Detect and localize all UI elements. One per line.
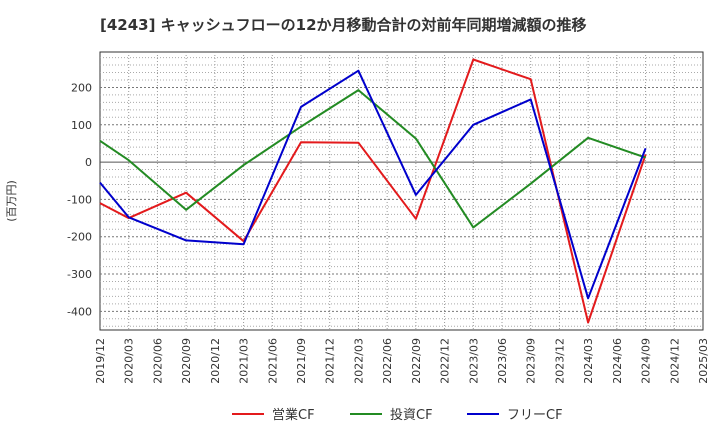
x-tick-label: 2024/12 (668, 338, 681, 384)
y-tick-label: -100 (67, 193, 92, 206)
y-tick-label: -300 (67, 268, 92, 281)
x-tick-label: 2025/03 (697, 338, 710, 384)
y-tick-label: 0 (85, 156, 92, 169)
chart-title: [4243] キャッシュフローの12か月移動合計の対前年同期増減額の推移 (100, 16, 587, 34)
x-tick-labels: 2019/12 2020/03 2020/06 2020/09 2020/12 2021/… (94, 338, 710, 384)
x-tick-label: 2022/03 (352, 338, 365, 384)
x-tick-label: 2020/06 (151, 338, 164, 384)
x-tick-label: 2021/12 (324, 338, 337, 384)
x-tick-label: 2024/06 (611, 338, 624, 384)
series-line-フリーCF (99, 69, 647, 300)
y-tick-label: 100 (71, 119, 92, 132)
x-tick-label: 2024/03 (582, 338, 595, 384)
x-tick-label: 2021/06 (266, 338, 279, 384)
x-tick-label: 2020/09 (180, 338, 193, 384)
series-lines (99, 58, 647, 324)
x-tick-label: 2023/12 (553, 338, 566, 384)
x-tick-label: 2020/12 (209, 338, 222, 384)
x-tick-label: 2023/06 (496, 338, 509, 384)
y-axis-label: (百万円) (5, 180, 18, 222)
legend-label: フリーCF (507, 408, 563, 423)
y-tick-label: -200 (67, 231, 92, 244)
x-tick-label: 2022/06 (381, 338, 394, 384)
legend-item: 投資CF (350, 407, 433, 423)
legend-item: フリーCF (467, 408, 563, 423)
y-tick-label: -400 (67, 305, 92, 318)
x-tick-label: 2019/12 (94, 338, 107, 384)
plot-area (99, 51, 704, 331)
y-tick-label: 200 (71, 81, 92, 94)
y-tick-labels: -400 -300 -200 -100 0 100 200 (67, 81, 92, 318)
x-tick-label: 2022/12 (439, 338, 452, 384)
legend-label: 営業CF (272, 407, 315, 423)
legend-label: 投資CF (390, 407, 433, 423)
x-tick-label: 2021/03 (238, 338, 251, 384)
x-tick-label: 2023/09 (525, 338, 538, 384)
x-tick-label: 2020/03 (123, 338, 136, 384)
legend-item: 営業CF (232, 407, 315, 423)
x-tick-label: 2024/09 (640, 338, 653, 384)
x-tick-label: 2023/03 (467, 338, 480, 384)
x-tick-label: 2021/09 (295, 338, 308, 384)
legend: 営業CF 投資CF フリーCF (232, 407, 563, 423)
x-tick-label: 2022/09 (410, 338, 423, 384)
series-line-営業CF (99, 58, 647, 324)
